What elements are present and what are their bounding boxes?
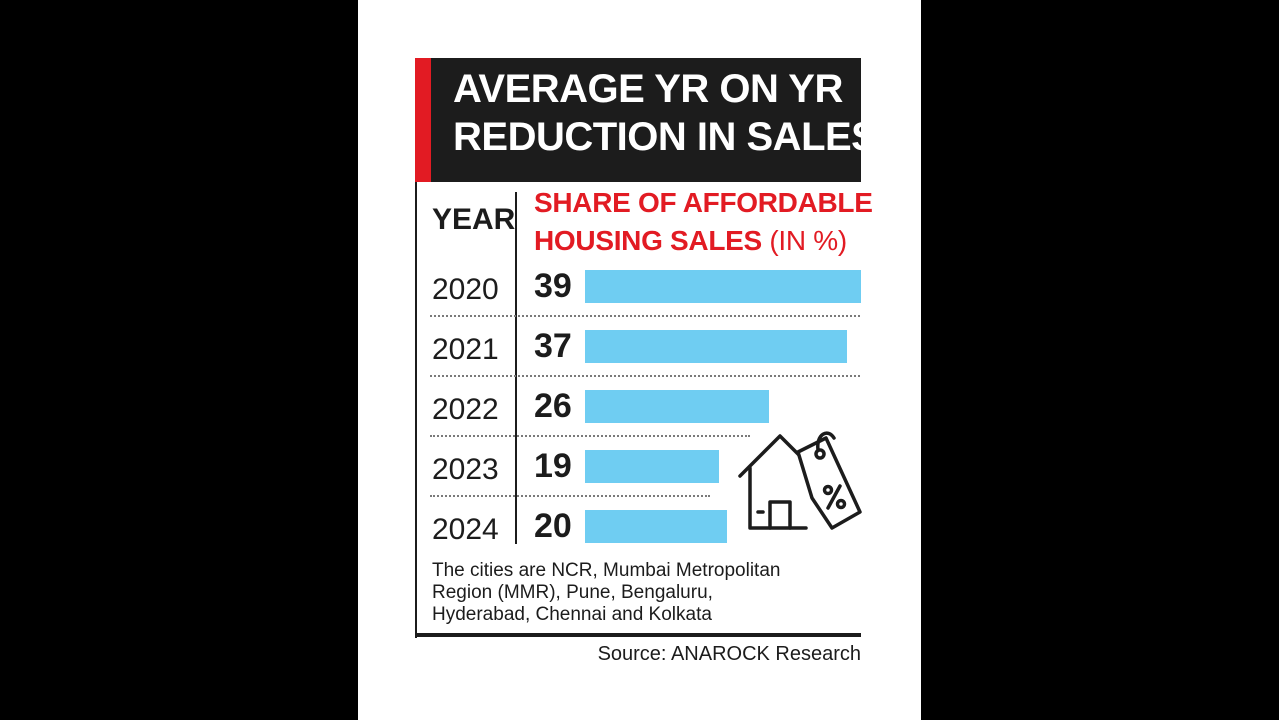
year-label-2022: 2022 bbox=[432, 393, 499, 426]
bar-2023 bbox=[585, 450, 719, 483]
year-label-2020: 2020 bbox=[432, 273, 499, 306]
year-label-2021: 2021 bbox=[432, 333, 499, 366]
footnote-line-3: Hyderabad, Chennai and Kolkata bbox=[432, 604, 712, 625]
infographic-panel: AVERAGE YR ON YR REDUCTION IN SALES YEAR… bbox=[358, 0, 921, 720]
title-accent-stripe bbox=[415, 58, 431, 182]
column-divider bbox=[515, 192, 517, 544]
value-label-2021: 37 bbox=[534, 327, 572, 365]
value-unit-label: (IN %) bbox=[769, 225, 847, 256]
source-credit: Source: ANAROCK Research bbox=[597, 643, 861, 665]
value-column-header-line-1: SHARE OF AFFORDABLE bbox=[534, 187, 873, 218]
bar-2022 bbox=[585, 390, 769, 423]
row-separator bbox=[430, 315, 860, 317]
bar-2021 bbox=[585, 330, 847, 363]
bar-2024 bbox=[585, 510, 727, 543]
year-label-2024: 2024 bbox=[432, 513, 499, 546]
value-column-header-text: HOUSING SALES bbox=[534, 225, 762, 256]
chart-title-line-2: REDUCTION IN SALES bbox=[453, 115, 878, 159]
year-column-header: YEAR bbox=[432, 203, 516, 236]
value-label-2022: 26 bbox=[534, 387, 572, 425]
value-column-header-line-2: HOUSING SALES (IN %) bbox=[534, 224, 847, 258]
row-separator bbox=[430, 375, 860, 377]
value-label-2024: 20 bbox=[534, 507, 572, 545]
value-label-2023: 19 bbox=[534, 447, 572, 485]
footnote-line-2: Region (MMR), Pune, Bengaluru, bbox=[432, 582, 713, 603]
row-separator bbox=[430, 435, 750, 437]
left-border-rule bbox=[415, 182, 417, 638]
bottom-border-rule bbox=[415, 633, 861, 637]
bar-chart: 2020 39 2021 37 2022 26 2023 19 2024 20 bbox=[358, 0, 921, 720]
title-banner: AVERAGE YR ON YR REDUCTION IN SALES bbox=[415, 58, 878, 182]
house-with-percent-tag-icon bbox=[738, 431, 862, 530]
chart-title-line-1: AVERAGE YR ON YR bbox=[453, 67, 843, 111]
footnote-line-1: The cities are NCR, Mumbai Metropolitan bbox=[432, 560, 781, 581]
bar-2020 bbox=[585, 270, 861, 303]
year-label-2023: 2023 bbox=[432, 453, 499, 486]
value-label-2020: 39 bbox=[534, 267, 572, 305]
row-separator bbox=[430, 495, 710, 497]
